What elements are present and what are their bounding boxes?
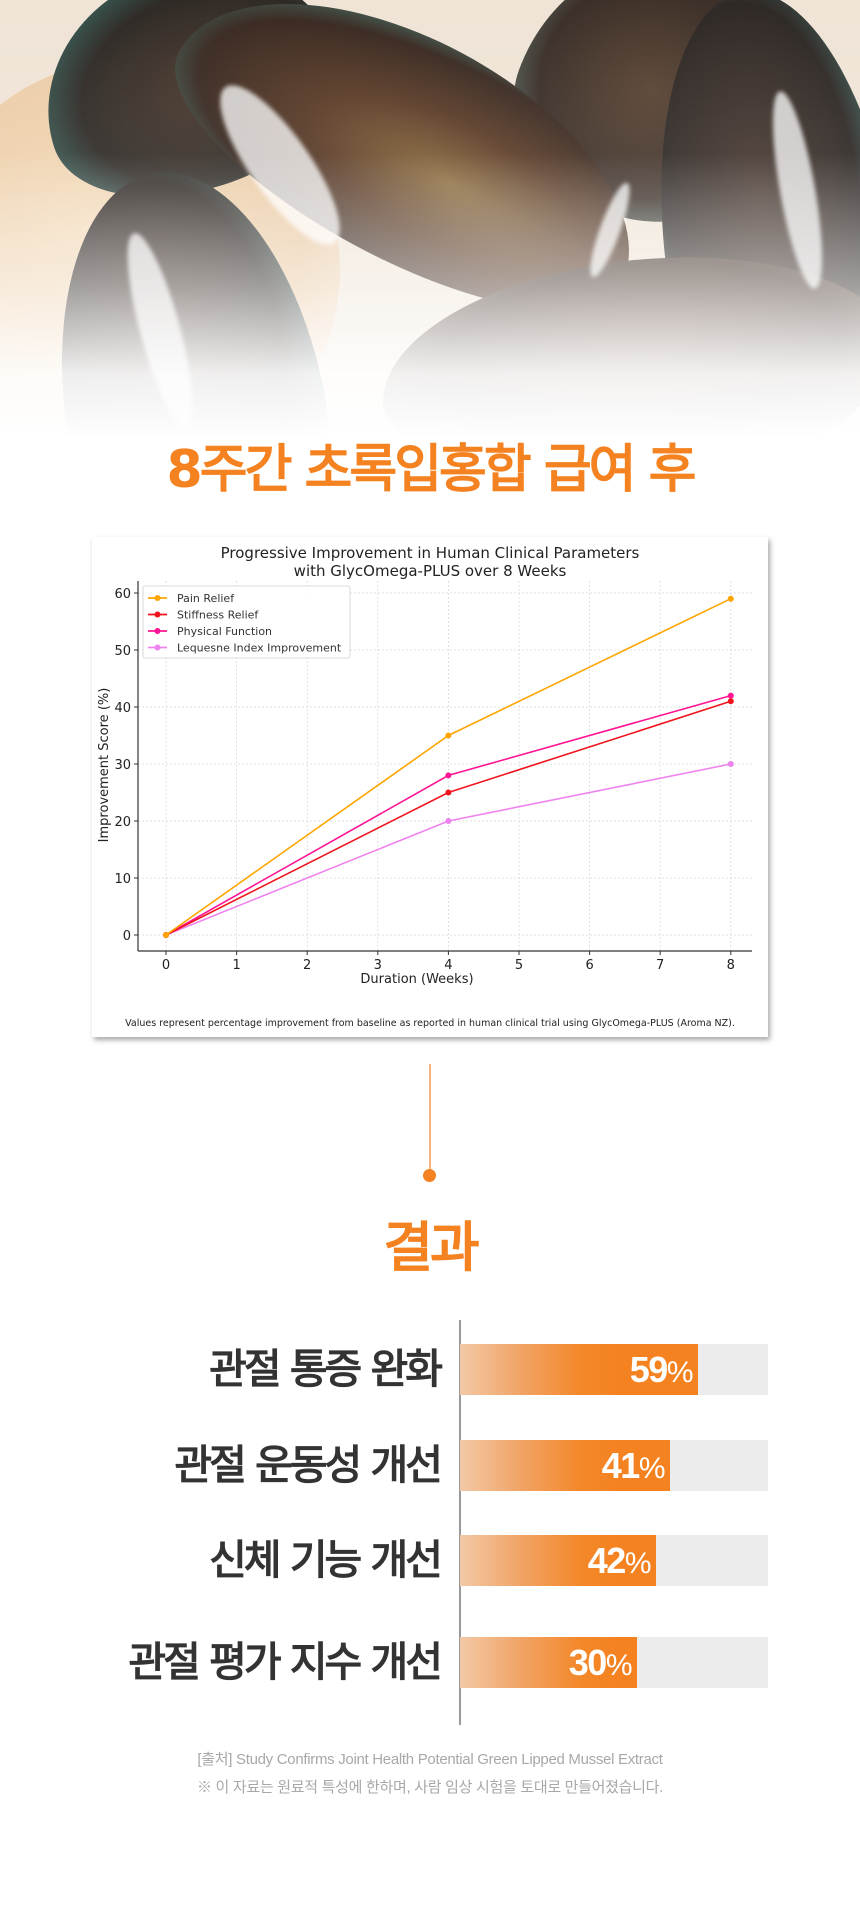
result-label: 관절 통증 완화 — [209, 1345, 443, 1393]
data-point — [727, 595, 734, 602]
source-citation: [출처] Study Confirms Joint Health Potenti… — [197, 1751, 663, 1768]
result-bar-fill: 42% — [460, 1535, 656, 1586]
result-label: 관절 평가 지수 개선 — [128, 1638, 443, 1686]
result-bar-track: 59% — [460, 1344, 768, 1395]
legend-swatch-marker — [154, 595, 161, 601]
data-point — [727, 761, 734, 767]
connector-line — [429, 1064, 431, 1172]
data-point — [163, 932, 169, 938]
legend-box — [142, 585, 351, 659]
data-point — [445, 789, 452, 796]
y-tick-label: 10 — [114, 872, 131, 887]
hero-mussel-image — [0, 0, 860, 440]
x-tick-label: 1 — [232, 958, 240, 973]
series-line — [165, 694, 732, 936]
y-tick-label: 20 — [114, 815, 131, 830]
result-value: 30% — [568, 1642, 633, 1683]
chart-legend: Pain Relief Stiffness Relief Physical Func… — [142, 585, 351, 659]
x-tick-label: 4 — [444, 958, 452, 973]
x-tick-label: 0 — [162, 958, 170, 973]
data-point — [727, 692, 734, 699]
result-row-pain: 관절 통증 완화 59% — [0, 1344, 860, 1395]
y-tick-label: 30 — [114, 758, 131, 773]
result-bar-fill: 30% — [460, 1637, 637, 1688]
chart-title-line-2: with GlycOmega-PLUS over 8 Weeks — [294, 562, 567, 580]
line-chart: Progressive Improvement in Human Clinica… — [97, 544, 752, 1029]
result-bar-track: 42% — [460, 1535, 768, 1586]
data-point — [727, 698, 734, 705]
result-value: 59% — [629, 1349, 694, 1390]
result-row-lequesne: 관절 평가 지수 개선 30% — [0, 1637, 860, 1688]
result-bar-track: 41% — [460, 1440, 768, 1491]
connector-dot — [423, 1169, 436, 1182]
legend-label: Stiffness Relief — [177, 609, 259, 622]
x-tick-label: 5 — [515, 958, 523, 973]
results-title: 결과 — [383, 1216, 479, 1279]
result-row-mobility: 관절 운동성 개선 41% — [0, 1440, 860, 1491]
chart-axes: 0 1 2 3 4 5 6 7 8 0 10 20 30 40 50 60 — [114, 581, 752, 973]
result-value: 42% — [587, 1540, 652, 1581]
result-bar-fill: 41% — [460, 1440, 670, 1491]
x-tick-label: 3 — [374, 958, 382, 973]
x-tick-label: 7 — [656, 958, 664, 973]
result-value: 41% — [601, 1445, 666, 1486]
y-axis-label: Improvement Score (%) — [97, 688, 112, 843]
result-row-function: 신체 기능 개선 42% — [0, 1535, 860, 1586]
chart-title-line-1: Progressive Improvement in Human Clinica… — [221, 544, 640, 562]
results-divider — [459, 1320, 461, 1725]
legend-swatch-marker — [154, 628, 161, 634]
data-point — [445, 818, 452, 824]
chart-series — [163, 595, 734, 938]
chart-caption: Values represent percentage improvement … — [125, 1018, 735, 1029]
y-tick-label: 0 — [123, 929, 131, 944]
disclaimer-note: ※ 이 자료는 원료적 특성에 한하며, 사람 임상 시험을 토대로 만들어졌습… — [196, 1779, 664, 1796]
y-tick-label: 40 — [114, 701, 131, 716]
result-label: 신체 기능 개선 — [209, 1536, 443, 1584]
legend-label: Lequesne Index Improvement — [177, 642, 342, 655]
x-tick-label: 6 — [585, 958, 593, 973]
legend-swatch-marker — [154, 611, 161, 618]
result-label: 관절 운동성 개선 — [174, 1441, 443, 1489]
data-point — [445, 772, 452, 779]
result-bar-track: 30% — [460, 1637, 768, 1688]
line-chart-card: Progressive Improvement in Human Clinica… — [92, 537, 768, 1037]
result-bar-fill: 59% — [460, 1344, 698, 1395]
x-tick-label: 2 — [303, 958, 311, 973]
data-point — [445, 732, 452, 739]
headline: 8주간 초록입홍합 급여 후 — [166, 440, 697, 500]
hero-fade-overlay — [0, 0, 860, 440]
legend-swatch-marker — [154, 644, 161, 651]
y-tick-label: 50 — [114, 644, 131, 659]
x-axis-label: Duration (Weeks) — [360, 972, 473, 987]
legend-label: Pain Relief — [177, 592, 235, 605]
legend-label: Physical Function — [177, 625, 272, 638]
y-tick-label: 60 — [114, 587, 131, 602]
x-tick-label: 8 — [727, 958, 735, 973]
